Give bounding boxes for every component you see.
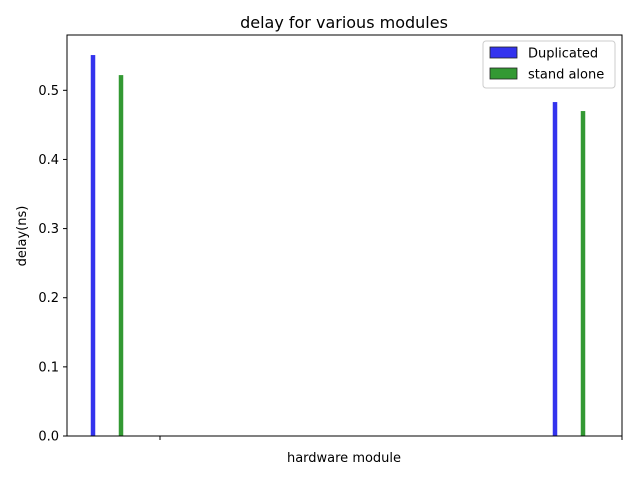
bar-stand-alone-0 <box>118 75 124 436</box>
bar-duplicated-1 <box>552 102 558 436</box>
y-tick-label: 0.0 <box>38 430 59 445</box>
axes-group <box>66 34 623 437</box>
plot-frame <box>66 34 623 437</box>
legend-swatch-duplicated <box>489 46 518 59</box>
x-axis-label: hardware module <box>287 451 401 466</box>
bar-duplicated-0 <box>90 55 96 437</box>
legend-label: stand alone <box>528 68 604 83</box>
y-ticks: 0.0 0.1 0.2 0.3 0.4 0.5 <box>38 84 67 445</box>
bars-group <box>90 55 586 437</box>
y-tick-label: 0.2 <box>38 291 59 306</box>
legend-label: Duplicated <box>528 47 598 62</box>
legend-swatch-stand-alone <box>489 67 518 80</box>
y-tick-label: 0.1 <box>38 360 59 375</box>
y-tick-label: 0.5 <box>38 84 59 99</box>
y-axis-label: delay(ns) <box>15 206 30 267</box>
chart-title: delay for various modules <box>240 13 448 32</box>
legend: Duplicated stand alone <box>482 40 616 89</box>
y-tick-label: 0.4 <box>38 153 59 168</box>
y-tick-label: 0.3 <box>38 222 59 237</box>
bar-stand-alone-1 <box>580 111 586 437</box>
x-ticks <box>159 436 623 440</box>
